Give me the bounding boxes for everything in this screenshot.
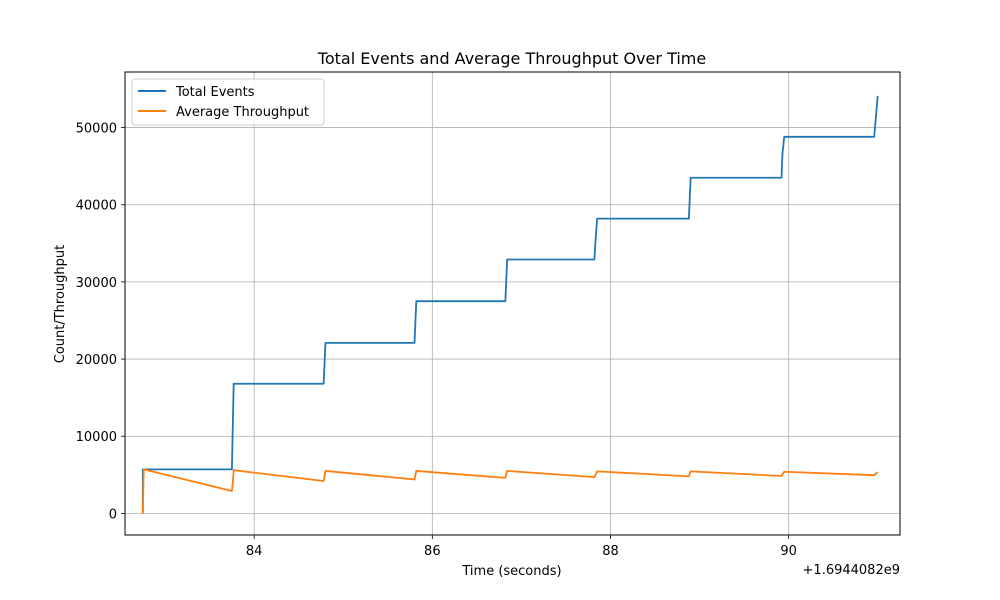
- y-axis: 0 10000 20000 30000 40000 50000: [76, 122, 125, 522]
- x-tick-label: 88: [602, 544, 619, 559]
- y-tick-label: 10000: [76, 430, 117, 445]
- plot-frame: [124, 71, 901, 536]
- x-offset-label: +1.6944082e9: [803, 563, 900, 578]
- y-tick-label: 20000: [76, 353, 117, 368]
- x-tick-label: 86: [424, 544, 441, 559]
- y-tick-label: 0: [109, 507, 117, 522]
- y-tick-label: 40000: [76, 199, 117, 214]
- chart-title: Total Events and Average Throughput Over…: [317, 49, 706, 68]
- y-axis-label: Count/Throughput: [53, 245, 68, 364]
- x-tick-label: 90: [780, 544, 797, 559]
- plot-lines: [141, 95, 879, 514]
- x-axis-label: Time (seconds): [461, 564, 561, 579]
- y-tick-label: 30000: [76, 276, 117, 291]
- legend-box: [131, 78, 325, 126]
- x-axis: 84 86 88 90: [246, 535, 797, 559]
- legend-label-average-throughput: Average Throughput: [176, 105, 309, 120]
- y-tick-label: 50000: [76, 122, 117, 137]
- series-line-total-events: [141, 95, 879, 514]
- legend: Total Events Average Throughput: [131, 78, 325, 126]
- grid: [125, 72, 900, 535]
- series-line-average-throughput: [141, 468, 879, 514]
- x-tick-label: 84: [246, 544, 263, 559]
- legend-label-total-events: Total Events: [175, 85, 255, 100]
